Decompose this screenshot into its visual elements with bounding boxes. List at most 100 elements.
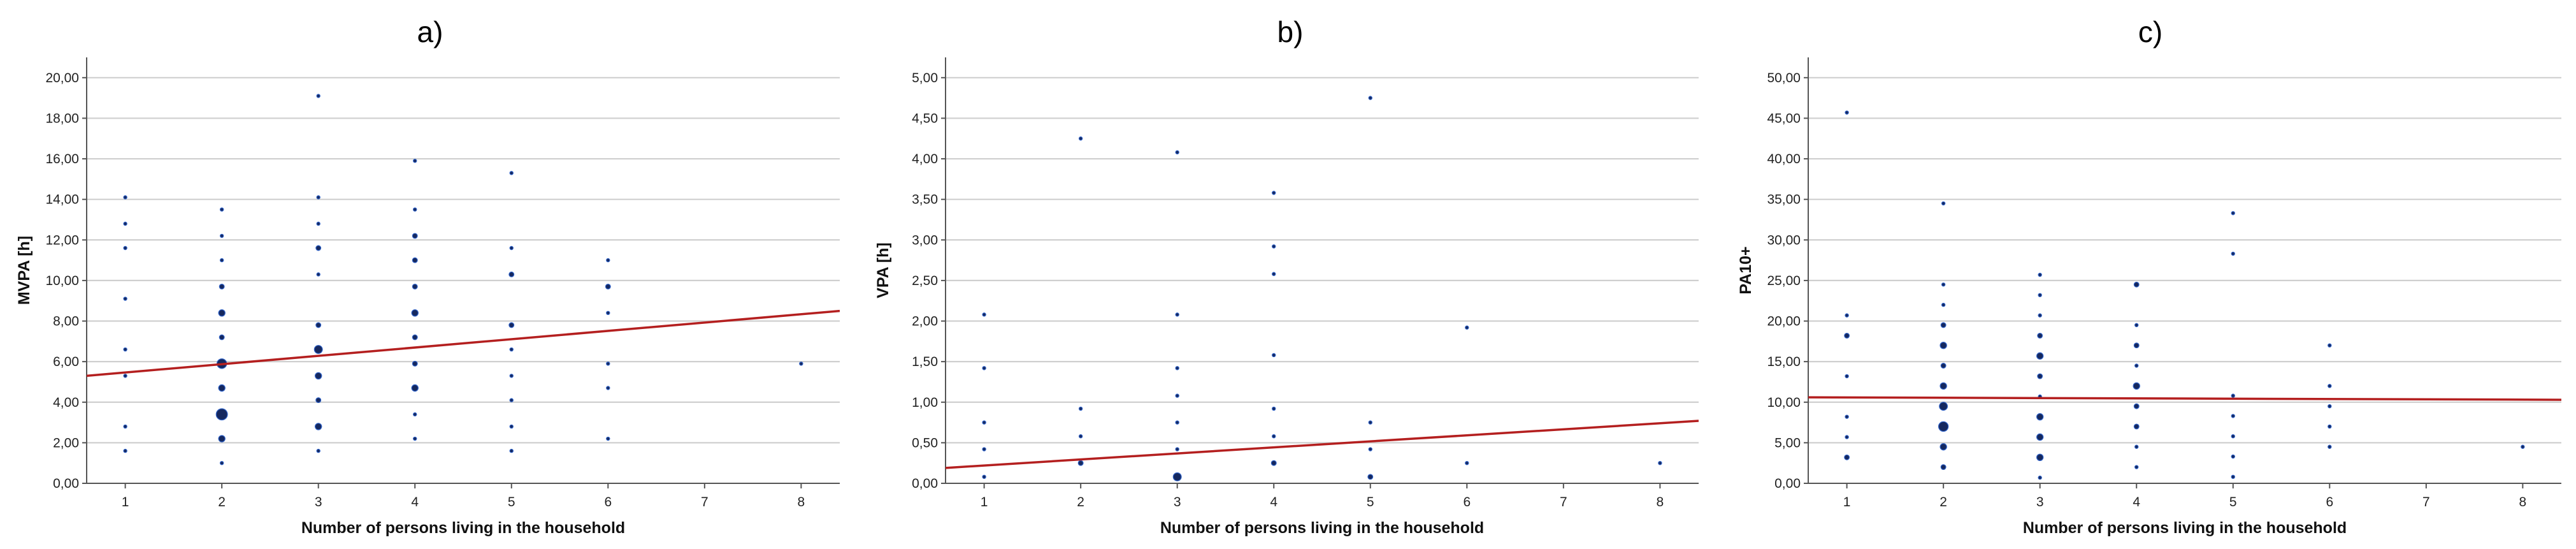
chart-panel-2: b) 0,00 0,50 1,00 1,50 2,00 2,50 3,00 3,50 4,00 4,… <box>874 15 1699 537</box>
data-point <box>219 258 224 263</box>
data-point <box>123 374 127 378</box>
data-point <box>2038 313 2042 318</box>
x-tick-label: 7 <box>701 495 709 509</box>
x-tick-label: 1 <box>1843 495 1851 509</box>
data-point <box>1175 366 1179 370</box>
x-tick-label: 5 <box>508 495 515 509</box>
data-point <box>1941 302 1946 307</box>
data-point <box>508 271 515 277</box>
data-point <box>218 435 226 443</box>
y-tick-label: 20,00 <box>45 71 79 85</box>
y-tick-label: 18,00 <box>45 111 79 126</box>
data-point <box>1078 136 1083 141</box>
data-point <box>509 448 514 453</box>
x-tick-label: 2 <box>1939 495 1947 509</box>
data-point <box>1175 150 1179 155</box>
y-axis-label: MVPA [h] <box>15 236 33 305</box>
data-point <box>1940 464 1946 471</box>
data-point <box>219 207 224 212</box>
data-point <box>2036 433 2044 441</box>
x-tick-label: 4 <box>411 495 419 509</box>
x-tick-label: 3 <box>315 495 322 509</box>
y-axis-label: VPA [h] <box>874 242 892 298</box>
data-point <box>413 159 417 163</box>
data-point <box>316 448 320 453</box>
data-point <box>1939 402 1948 411</box>
data-point <box>1940 363 1946 369</box>
data-point <box>2134 323 2139 328</box>
x-tick-label: 6 <box>604 495 612 509</box>
data-point <box>2328 343 2332 348</box>
data-point <box>1272 406 1276 411</box>
y-tick-label: 0,50 <box>912 436 938 450</box>
data-point <box>1078 406 1083 411</box>
data-point <box>1175 393 1179 398</box>
x-tick-label: 1 <box>981 495 988 509</box>
data-point <box>123 296 127 301</box>
data-point <box>1172 472 1182 481</box>
data-point <box>2328 384 2332 388</box>
x-tick-label: 8 <box>1657 495 1664 509</box>
fit-line <box>1808 396 2561 401</box>
data-point <box>509 171 514 175</box>
x-tick-label: 2 <box>1077 495 1084 509</box>
data-point <box>1940 322 1946 328</box>
data-point <box>412 257 418 263</box>
data-point <box>509 398 514 402</box>
data-point <box>314 423 322 430</box>
data-point <box>412 360 418 367</box>
data-point <box>2134 444 2139 449</box>
data-point <box>1368 420 1372 425</box>
x-tick-label: 3 <box>2036 495 2044 509</box>
y-tick-label: 0,00 <box>53 476 79 491</box>
y-tick-label: 2,50 <box>912 274 938 288</box>
data-point <box>1845 374 1849 379</box>
x-tick-label: 2 <box>218 495 226 509</box>
x-tick-label: 7 <box>1560 495 1567 509</box>
x-axis-label: Number of persons living in the househol… <box>301 519 625 537</box>
data-point <box>123 245 127 251</box>
x-tick-label: 6 <box>2326 495 2333 509</box>
y-tick-label: 14,00 <box>45 193 79 207</box>
data-point <box>413 412 417 417</box>
y-tick-label: 0,00 <box>912 476 938 491</box>
data-point <box>315 397 322 404</box>
x-tick-label: 7 <box>2422 495 2430 509</box>
y-tick-label: 50,00 <box>1767 71 1801 85</box>
data-point <box>316 221 320 226</box>
data-point <box>1175 420 1179 425</box>
data-point <box>2133 382 2140 390</box>
data-point <box>316 272 320 277</box>
y-tick-label: 10,00 <box>1767 395 1801 410</box>
data-point <box>1272 244 1276 249</box>
y-tick-label: 1,50 <box>912 355 938 369</box>
data-point <box>413 207 417 212</box>
data-point <box>2133 423 2140 430</box>
x-tick-label: 8 <box>2519 495 2527 509</box>
data-point <box>219 334 225 340</box>
x-tick-label: 4 <box>2133 495 2140 509</box>
x-tick-label: 1 <box>122 495 129 509</box>
data-point <box>1844 454 1850 460</box>
data-point <box>1367 474 1374 480</box>
y-tick-label: 8,00 <box>53 314 79 329</box>
data-point <box>1272 191 1276 195</box>
data-point <box>1845 110 1849 115</box>
data-point <box>2231 454 2235 459</box>
x-tick-label: 3 <box>1174 495 1181 509</box>
data-point <box>799 362 803 366</box>
data-point <box>982 420 986 425</box>
data-point <box>1272 353 1276 358</box>
data-point <box>1272 434 1276 439</box>
y-tick-label: 3,50 <box>912 193 938 207</box>
data-point <box>219 233 224 238</box>
data-point <box>1845 313 1849 318</box>
data-point <box>2231 211 2235 216</box>
data-point <box>982 474 986 479</box>
data-point <box>2521 444 2525 449</box>
data-point <box>315 322 322 328</box>
y-tick-label: 15,00 <box>1767 355 1801 369</box>
data-point <box>509 245 514 251</box>
